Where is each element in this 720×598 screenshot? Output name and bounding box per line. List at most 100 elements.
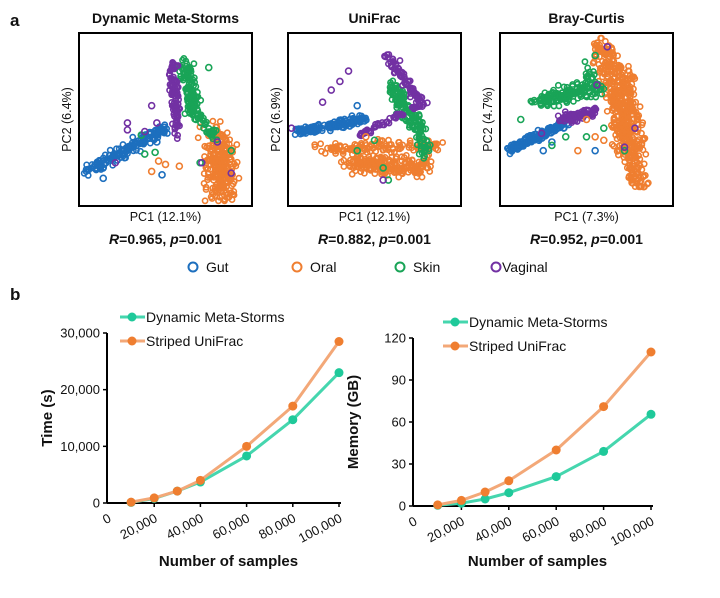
sample-point-vaginal xyxy=(147,101,156,110)
data-point xyxy=(195,475,205,485)
sample-point-oral xyxy=(215,157,223,165)
sample-point-gut xyxy=(591,146,599,155)
legend-marker xyxy=(127,312,137,322)
sample-point-oral xyxy=(595,61,603,68)
sample-point-skin xyxy=(413,141,421,149)
sample-point-gut xyxy=(350,119,357,126)
sample-point-oral xyxy=(147,167,156,176)
sample-point-oral xyxy=(350,147,358,155)
data-point xyxy=(480,487,490,497)
sample-point-oral xyxy=(620,85,627,93)
sample-point-oral xyxy=(311,141,319,149)
sample-point-gut xyxy=(140,140,147,148)
x-tick-label: 100,000 xyxy=(296,510,345,545)
sample-point-vaginal xyxy=(408,103,416,111)
sample-point-oral xyxy=(335,142,343,150)
sample-point-vaginal xyxy=(327,86,336,94)
data-point xyxy=(242,441,252,451)
sample-point-oral xyxy=(631,146,639,154)
sample-point-gut xyxy=(523,138,531,145)
plot-frame xyxy=(287,32,462,207)
sample-point-oral xyxy=(209,190,217,198)
sample-point-oral xyxy=(640,160,648,168)
data-point xyxy=(480,494,490,504)
sample-point-oral xyxy=(235,174,243,182)
sample-point-oral xyxy=(630,90,638,98)
sample-point-skin xyxy=(393,97,401,105)
sample-point-gut xyxy=(156,127,163,135)
sample-point-oral xyxy=(397,144,405,152)
sample-point-skin xyxy=(557,96,565,103)
sample-point-gut xyxy=(99,174,108,183)
legend-label: Dynamic Meta-Storms xyxy=(469,314,607,330)
legend-label: Striped UniFrac xyxy=(469,338,566,354)
sample-point-oral xyxy=(624,121,631,129)
sample-point-oral xyxy=(382,164,390,172)
sample-point-oral xyxy=(598,34,605,42)
x-tick-label: 80,000 xyxy=(256,510,298,542)
sample-point-skin xyxy=(589,68,597,75)
sample-point-vaginal xyxy=(383,51,391,59)
sample-point-skin xyxy=(422,125,430,133)
sample-point-skin xyxy=(561,133,570,141)
sample-point-vaginal xyxy=(173,113,180,121)
sample-point-oral xyxy=(317,140,325,148)
sample-point-skin xyxy=(584,77,592,85)
sample-point-skin xyxy=(227,146,236,155)
legend-label-gut: Gut xyxy=(206,259,229,275)
sample-point-vaginal xyxy=(123,126,132,134)
sample-point-oral xyxy=(616,93,623,101)
sample-point-skin xyxy=(538,96,545,104)
sample-point-skin xyxy=(151,148,159,157)
sample-point-oral xyxy=(641,172,649,179)
sample-point-vaginal xyxy=(393,111,401,119)
sample-point-gut xyxy=(119,141,127,148)
sample-point-oral xyxy=(622,136,630,144)
stat-p-label: p xyxy=(378,231,388,247)
x-tick-label: 20,000 xyxy=(425,513,467,545)
sample-point-skin xyxy=(384,176,393,184)
sample-point-oral xyxy=(425,151,433,159)
sample-point-skin xyxy=(548,98,555,106)
sample-point-vaginal xyxy=(172,121,180,128)
sample-point-oral xyxy=(209,117,217,125)
sample-point-oral xyxy=(638,129,645,137)
x-axis-label: PC1 (12.1%) xyxy=(130,210,202,224)
sample-point-skin xyxy=(353,146,362,155)
data-point xyxy=(504,488,514,498)
sample-point-oral xyxy=(390,165,397,173)
sample-point-skin xyxy=(420,154,428,162)
sample-point-gut xyxy=(123,147,130,155)
sample-point-skin xyxy=(405,123,413,131)
sample-point-oral xyxy=(406,137,414,145)
sample-point-vaginal xyxy=(571,117,579,125)
sample-point-oral xyxy=(427,158,435,166)
sample-point-oral xyxy=(161,160,170,169)
sample-point-oral xyxy=(354,151,362,159)
sample-point-vaginal xyxy=(166,70,174,78)
sample-point-skin xyxy=(597,86,605,94)
data-point xyxy=(242,451,252,461)
sample-point-oral xyxy=(219,141,226,149)
sample-point-oral xyxy=(603,107,611,115)
sample-point-oral xyxy=(628,177,635,184)
sample-point-oral xyxy=(638,121,646,129)
sample-point-gut xyxy=(100,156,108,164)
sample-point-gut xyxy=(544,127,552,134)
plot-title: Bray-Curtis xyxy=(548,10,624,26)
data-point xyxy=(599,446,609,456)
data-point xyxy=(504,476,514,486)
sample-point-oral xyxy=(408,157,416,164)
sample-point-vaginal xyxy=(318,98,327,106)
sample-point-skin xyxy=(397,88,405,95)
sample-point-vaginal xyxy=(213,138,222,146)
sample-point-gut xyxy=(350,116,358,123)
sample-point-oral xyxy=(402,151,410,159)
sample-point-oral xyxy=(434,146,442,154)
sample-point-oral xyxy=(418,173,426,181)
data-point xyxy=(149,493,159,503)
sample-point-skin xyxy=(584,64,592,72)
sample-point-oral xyxy=(644,179,652,187)
